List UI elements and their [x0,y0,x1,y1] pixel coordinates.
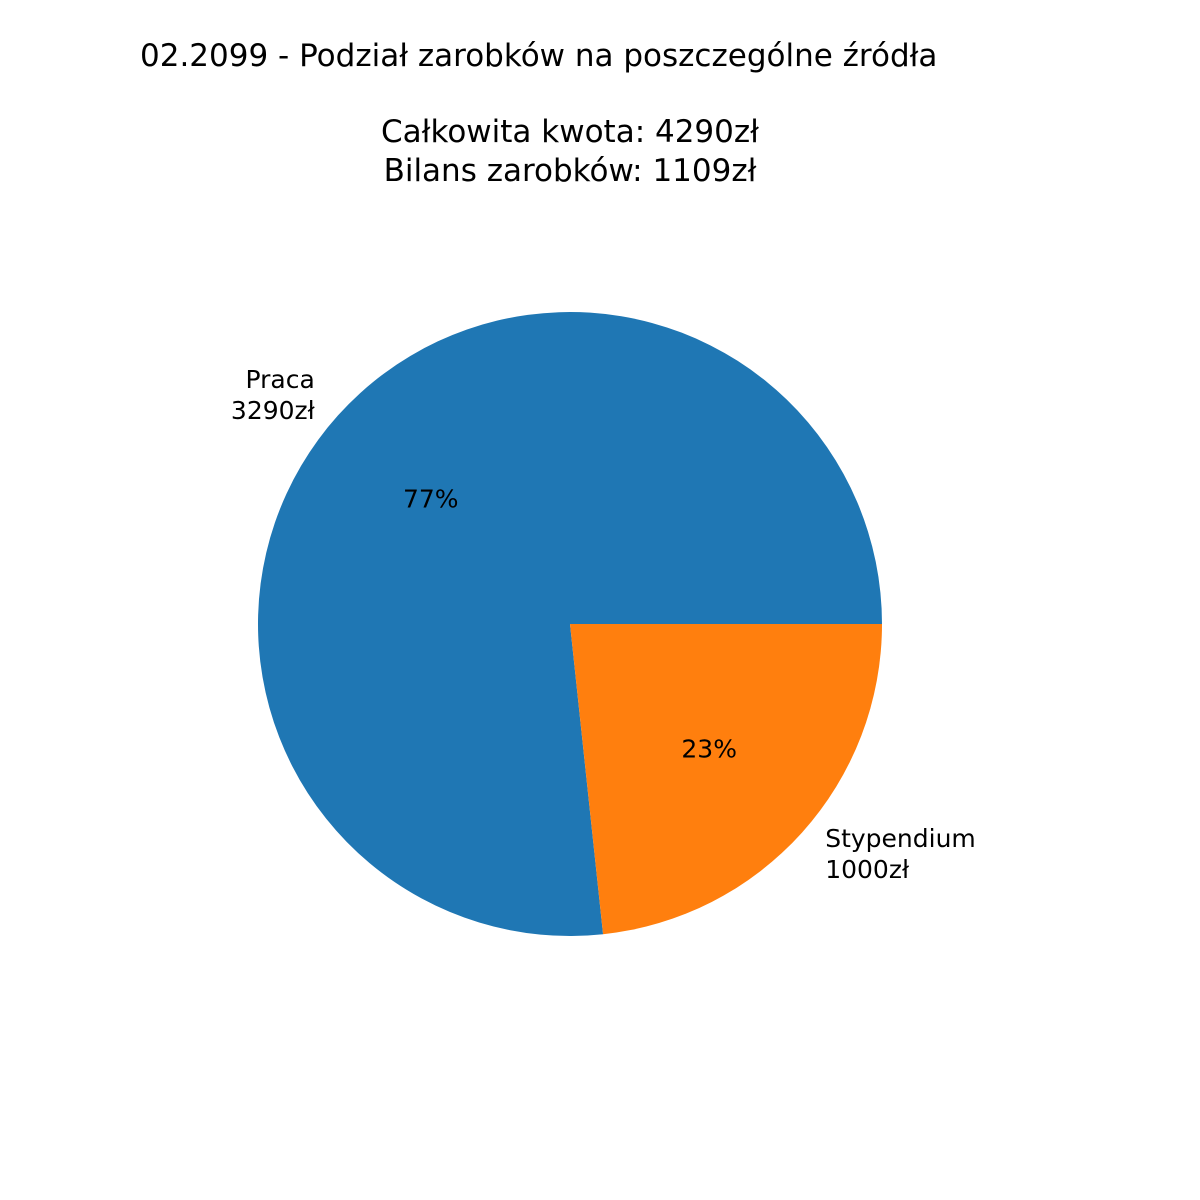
pie-labels: 77% Praca 3290zł 23% Stypendium 1000zł [231,365,976,884]
chart-total-amount: Całkowita kwota: 4290zł [381,114,759,150]
pie-slice-label-praca: Praca 3290zł [231,365,316,425]
chart-earnings-balance: Bilans zarobków: 1109zł [383,153,757,189]
pie-slice-stypendium [570,624,883,935]
pie-percent-label-stypendium: 23% [681,735,737,764]
pie-percent-label-praca: 77% [403,484,459,513]
pie-slices [258,312,883,937]
pie-slice-label-stypendium: Stypendium 1000zł [825,824,976,884]
chart-title-line-1: 02.2099 - Podział zarobków na poszczegól… [140,38,938,74]
